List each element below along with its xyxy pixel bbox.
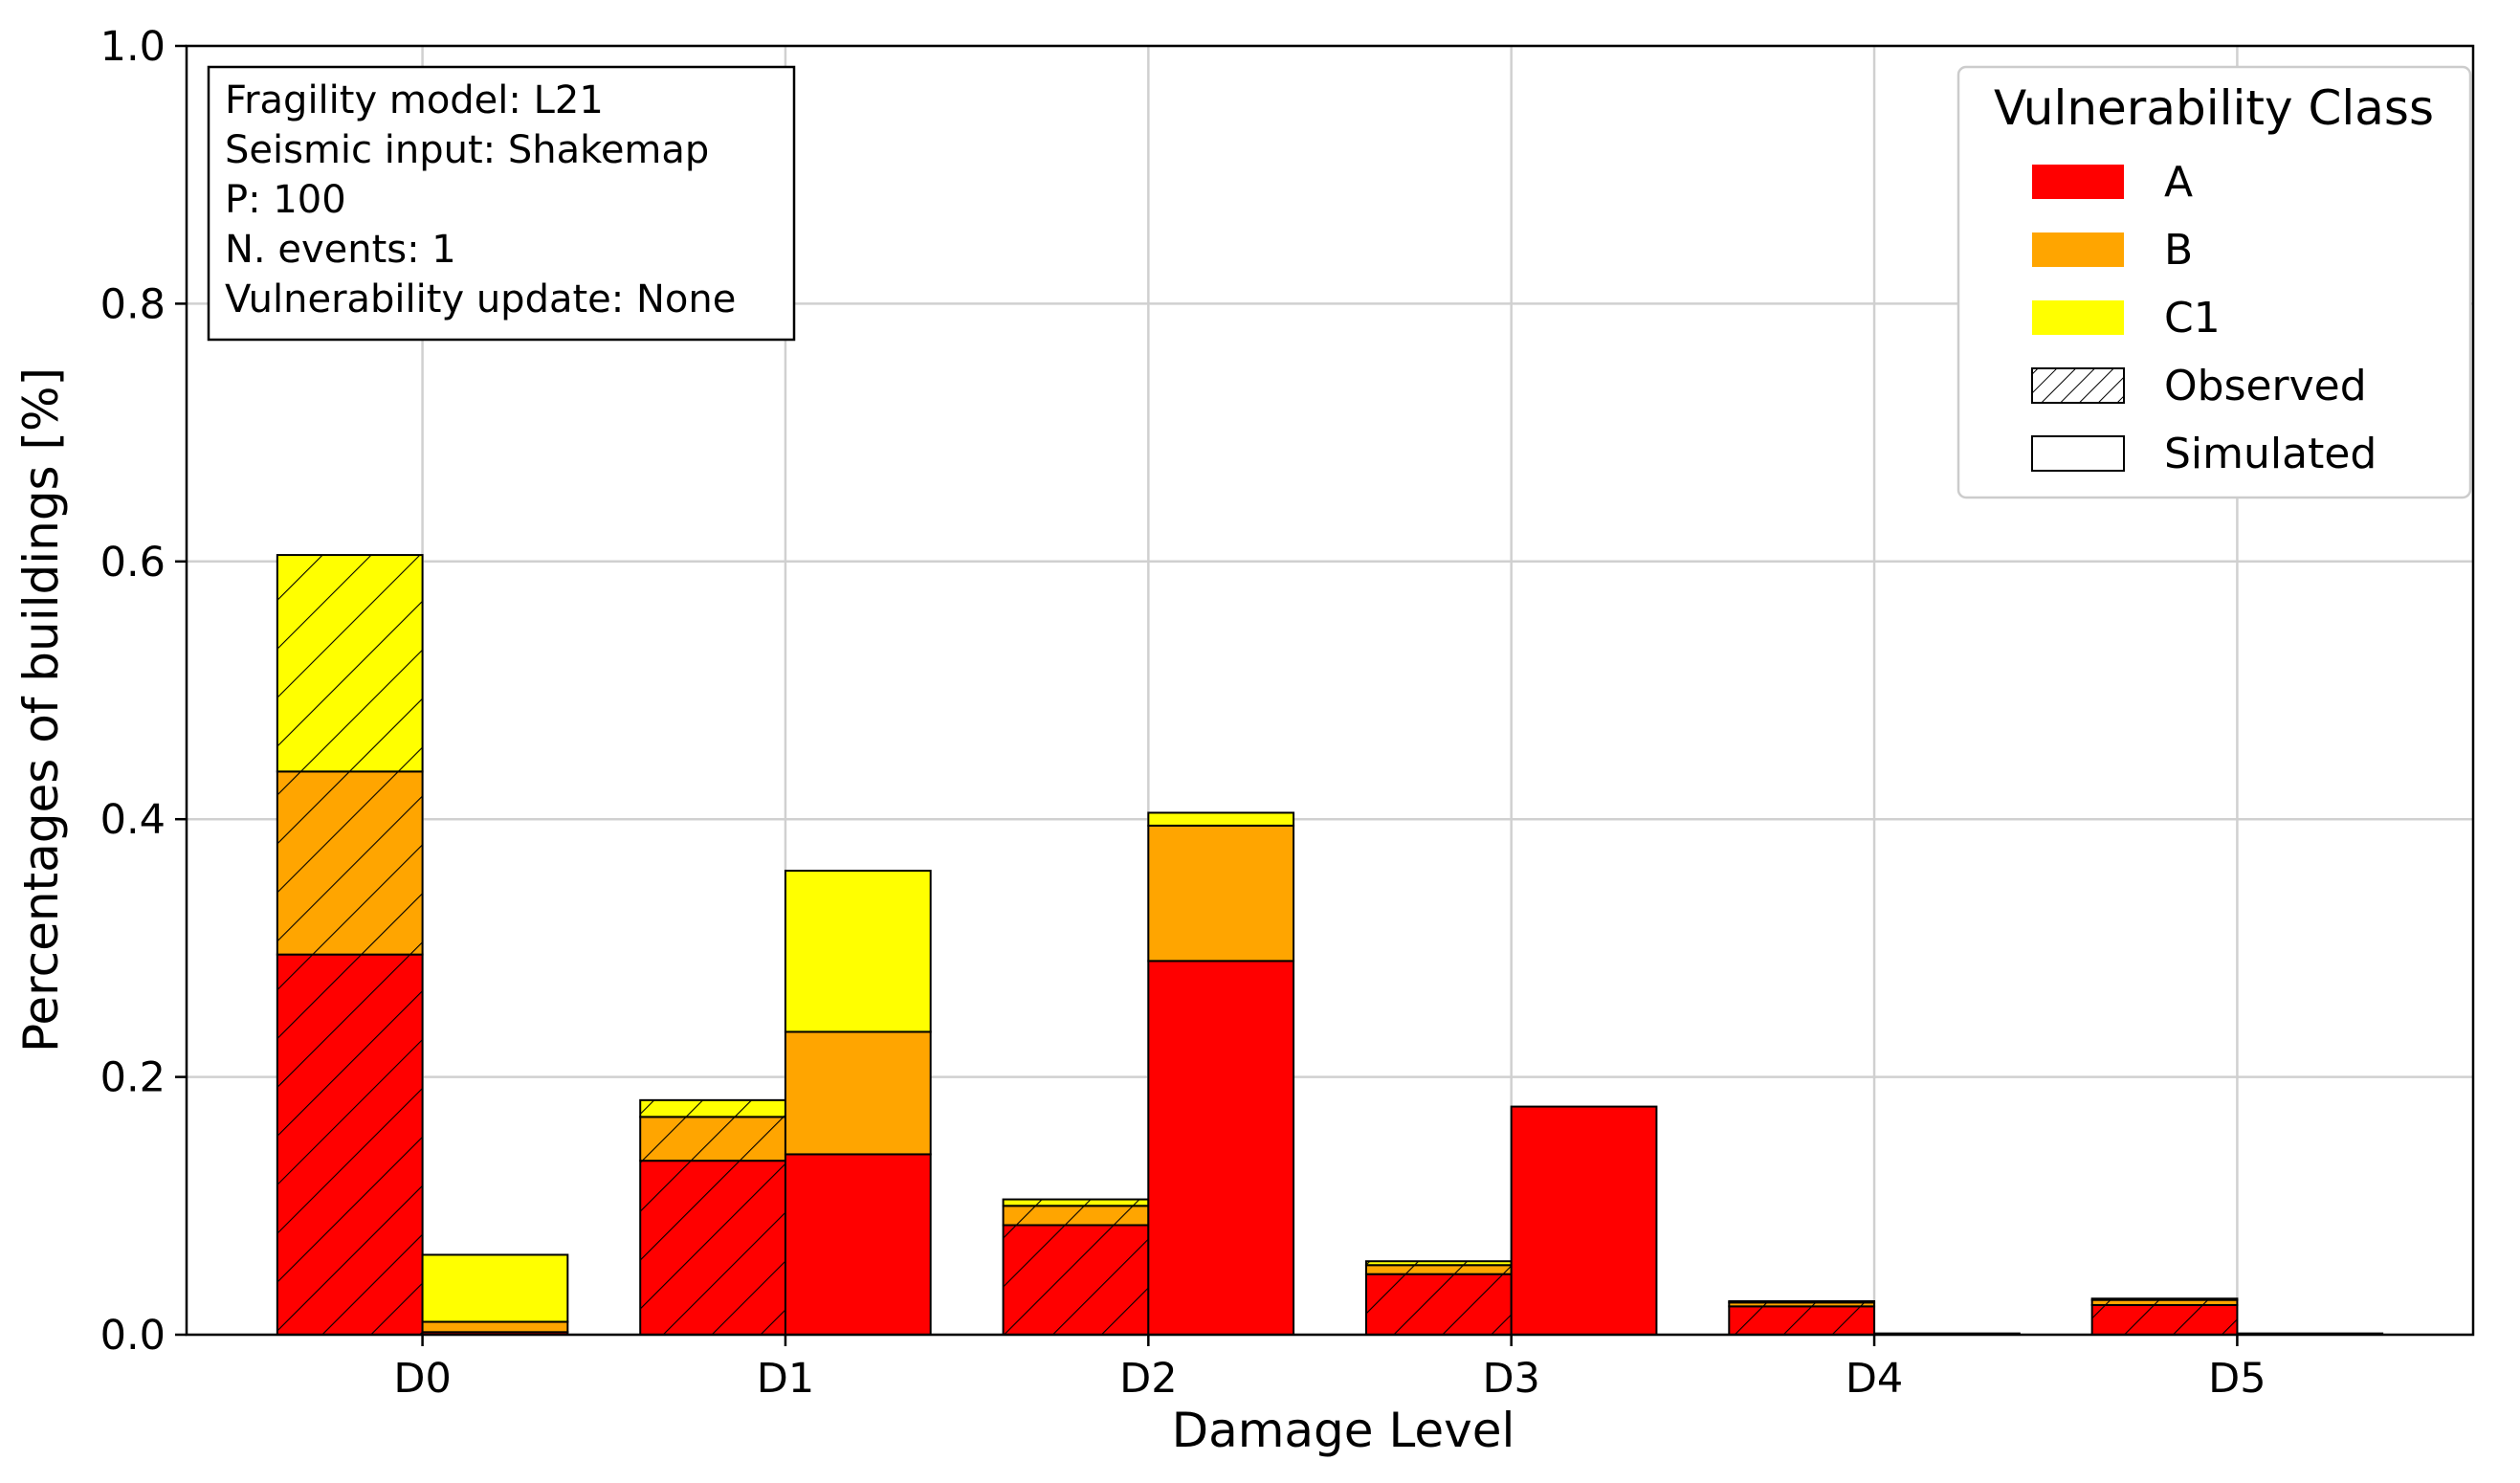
axes: 0.0 0.2 0.4 0.6 0.8 1.0 D0 D1 D2 D3 D4 D5 (100, 23, 2475, 1403)
bar-observed-d4-b-hatch (1729, 1302, 1875, 1307)
legend: Vulnerability Class A B C1 Observed Simu… (1956, 65, 2472, 499)
bar-observed-d2-c1-hatch (1003, 1199, 1149, 1206)
bar-simulated-d1-c1 (784, 870, 932, 1033)
x-tick-label: D0 (393, 1355, 451, 1403)
legend-title: Vulnerability Class (1994, 80, 2434, 136)
y-tick-label: 0.4 (100, 796, 166, 844)
legend-label-a: A (2164, 158, 2193, 207)
bar-observed-d4-a-hatch (1729, 1306, 1875, 1335)
y-tick-label: 1.0 (100, 23, 166, 71)
x-axis-title: Damage Level (1172, 1403, 1515, 1458)
bar-observed-d5-a-hatch (2091, 1305, 2238, 1335)
x-tick-label: D2 (1119, 1355, 1177, 1403)
x-tick-label: D3 (1482, 1355, 1539, 1403)
y-tick-label: 0.0 (100, 1312, 166, 1360)
bar-simulated-d1-a (784, 1153, 932, 1337)
bar-observed-d2-b-hatch (1003, 1206, 1149, 1226)
info-line-vuln-update: Vulnerability update: None (225, 277, 736, 321)
legend-swatch-b (2032, 232, 2124, 267)
bar-observed-d4-c1-hatch (1729, 1300, 1875, 1303)
bar-observed-d5-b-hatch (2091, 1299, 2238, 1306)
plot-frame (185, 44, 2475, 1337)
bar-observed-d0-a-hatch (276, 954, 423, 1335)
bar-simulated-d1-b (784, 1030, 932, 1156)
legend-swatch-simulated (2031, 435, 2125, 472)
x-tick-label: D1 (757, 1355, 814, 1403)
bar-observed-d3-a-hatch (1365, 1273, 1512, 1335)
legend-swatch-observed (2031, 367, 2125, 404)
bar-observed-d3-c1-hatch (1365, 1261, 1512, 1266)
bar-simulated-d2-a (1147, 960, 1295, 1336)
y-axis-title: Percentages of buildings [%] (13, 367, 69, 1052)
bar-simulated-d2-b (1147, 824, 1295, 963)
bar-observed-d0-b-hatch (276, 771, 423, 955)
legend-swatch-a (2032, 165, 2124, 199)
legend-label-simulated: Simulated (2164, 430, 2376, 478)
x-tick-label: D5 (2208, 1355, 2266, 1403)
bar-simulated-d0-b (421, 1320, 569, 1334)
legend-label-b: B (2164, 226, 2193, 275)
bar-observed-d1-a-hatch (640, 1161, 785, 1335)
legend-label-observed: Observed (2164, 362, 2367, 410)
x-tick-label: D4 (1846, 1355, 1903, 1403)
bar-observed-d0-c1-hatch (276, 555, 423, 772)
bar-observed-d5-c1-hatch (2091, 1298, 2238, 1300)
y-tick-label: 0.6 (100, 539, 166, 587)
bar-observed-d1-b-hatch (640, 1117, 785, 1162)
y-tick-label: 0.8 (100, 280, 166, 328)
info-line-p: P: 100 (225, 178, 346, 222)
legend-label-c1: C1 (2164, 294, 2221, 343)
info-line-events: N. events: 1 (225, 228, 456, 272)
bars (276, 554, 2384, 1337)
info-line-fragility: Fragility model: L21 (225, 78, 604, 122)
bar-observed-d3-b-hatch (1365, 1265, 1512, 1274)
bar-simulated-d0-c1 (421, 1253, 569, 1323)
info-box: Fragility model: L21 Seismic input: Shak… (207, 65, 796, 342)
legend-swatch-c1 (2032, 300, 2124, 335)
info-box-frame (207, 65, 796, 342)
bar-simulated-d2-c1 (1147, 811, 1295, 827)
bar-simulated-d3-a (1510, 1105, 1658, 1337)
bar-observed-d1-c1-hatch (640, 1099, 785, 1118)
bar-observed-d2-a-hatch (1003, 1225, 1149, 1335)
y-tick-label: 0.2 (100, 1054, 166, 1102)
info-line-seismic: Seismic input: Shakemap (225, 128, 709, 172)
